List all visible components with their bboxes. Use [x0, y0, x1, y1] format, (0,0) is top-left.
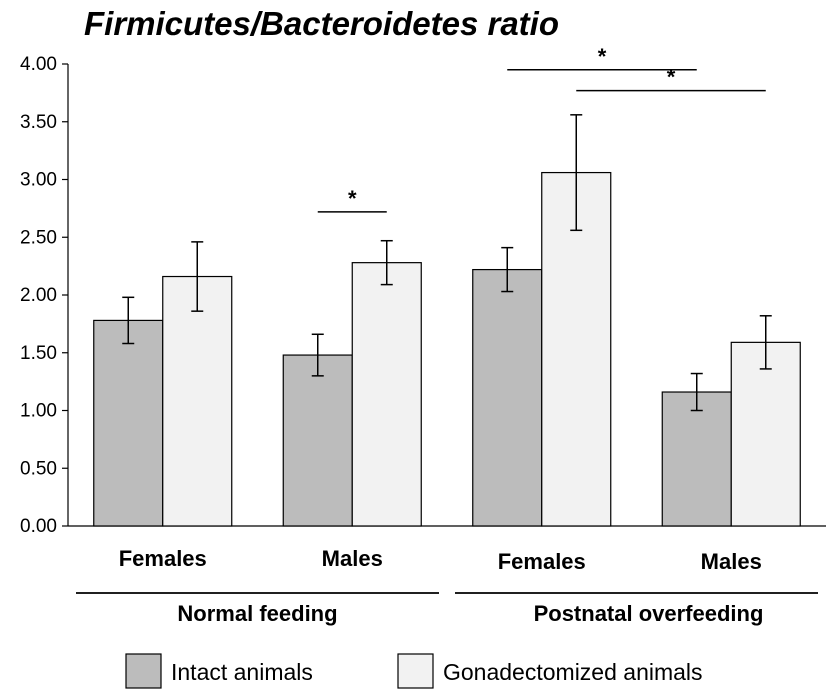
- category-label: Females: [498, 549, 586, 574]
- y-tick-label: 2.00: [20, 285, 57, 306]
- bar-gonadectomized: [351, 262, 422, 527]
- bar-intact: [282, 354, 353, 527]
- significance-marker: *: [667, 65, 676, 90]
- y-tick-label: 1.50: [20, 343, 57, 364]
- category-label: Females: [119, 546, 207, 571]
- bar-gonadectomized: [730, 341, 801, 527]
- bar-intact: [661, 391, 732, 527]
- legend-swatch-intact: [125, 653, 162, 689]
- category-label: Males: [322, 546, 383, 571]
- category-label: Males: [701, 549, 762, 574]
- significance-marker: *: [598, 44, 607, 69]
- bar-gonadectomized: [541, 171, 612, 527]
- y-tick-label: 0.50: [20, 458, 57, 479]
- y-tick-label: 1.00: [20, 401, 57, 422]
- y-tick-label: 3.00: [20, 170, 57, 191]
- legend-swatch-gonadectomized: [397, 653, 434, 689]
- bar-intact: [472, 268, 543, 527]
- chart-title: Firmicutes/Bacteroidetes ratio: [84, 5, 559, 42]
- legend-label: Gonadectomized animals: [443, 659, 703, 685]
- legend-label: Intact animals: [171, 659, 313, 685]
- significance-marker: *: [348, 186, 357, 211]
- y-tick-label: 0.00: [20, 516, 57, 537]
- y-tick-label: 3.50: [20, 112, 57, 133]
- y-tick-label: 2.50: [20, 227, 57, 248]
- group-label: Normal feeding: [177, 601, 337, 626]
- y-tick-label: 4.00: [20, 54, 57, 75]
- bar-intact: [93, 319, 164, 527]
- group-label: Postnatal overfeeding: [534, 601, 764, 626]
- bar-gonadectomized: [162, 275, 233, 527]
